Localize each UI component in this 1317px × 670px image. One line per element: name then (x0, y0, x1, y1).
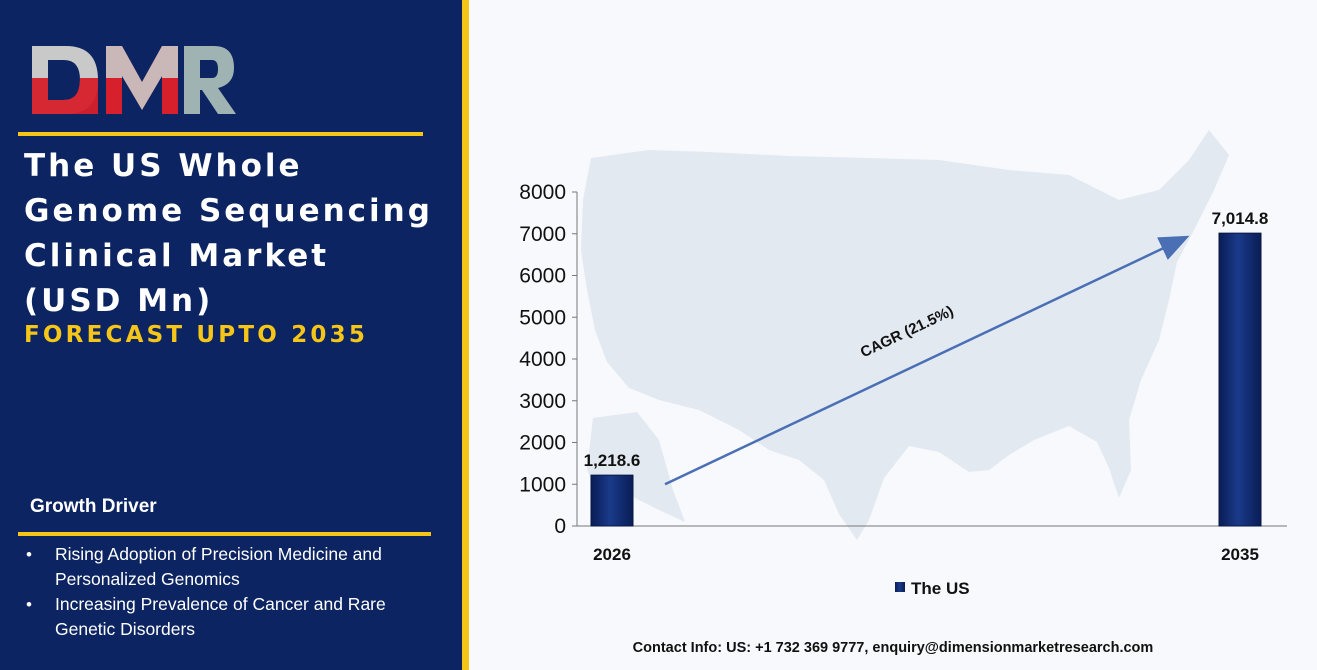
growth-driver-list: Rising Adoption of Precision Medicine an… (26, 542, 446, 642)
title-line-1: The US Whole (24, 148, 303, 184)
title-line-2: Genome Sequencing (24, 193, 433, 229)
title-line-4: (USD Mn) (24, 283, 214, 319)
y-tick-label: 1000 (519, 473, 566, 496)
y-tick-label: 0 (554, 515, 566, 538)
data-label: 7,014.8 (1212, 209, 1269, 228)
page-title: The US Whole Genome Sequencing Clinical … (24, 144, 444, 324)
cagr-arrow (664, 235, 1190, 486)
growth-driver-heading: Growth Driver (30, 496, 157, 517)
y-tick-label: 8000 (519, 181, 566, 204)
title-line-3: Clinical Market (24, 238, 330, 274)
y-tick-label: 5000 (519, 306, 566, 329)
growth-driver-rule (18, 532, 431, 536)
y-tick-label: 7000 (519, 223, 566, 246)
data-label: 1,218.6 (584, 451, 641, 470)
x-axis-labels: 2026 2035 (593, 545, 1259, 564)
y-tick-label: 4000 (519, 348, 566, 371)
bar (590, 474, 634, 527)
growth-driver-item: Increasing Prevalence of Cancer and Rare… (26, 592, 446, 642)
x-tick-label: 2035 (1221, 545, 1259, 564)
x-tick-label: 2026 (593, 545, 631, 564)
page-subtitle: FORECAST UPTO 2035 (24, 322, 369, 348)
y-axis-ticks: 0 1000 2000 3000 4000 5000 6000 7000 8000 (519, 181, 577, 538)
dmr-logo (32, 46, 236, 114)
y-tick-label: 6000 (519, 265, 566, 288)
bar (1218, 232, 1262, 527)
legend: The US (895, 579, 970, 598)
data-labels: 1,218.6 7,014.8 (584, 209, 1269, 470)
growth-driver-item: Rising Adoption of Precision Medicine an… (26, 542, 446, 592)
bars (590, 232, 1262, 527)
y-tick-label: 2000 (519, 432, 566, 455)
accent-stripe (462, 0, 469, 670)
title-rule (18, 132, 423, 136)
y-tick-label: 3000 (519, 390, 566, 413)
us-map-silhouette (581, 130, 1229, 540)
legend-swatch (895, 582, 905, 592)
logo-letters (32, 46, 236, 114)
contact-info: Contact Info: US: +1 732 369 9777, enqui… (632, 640, 1154, 656)
legend-label: The US (911, 579, 970, 598)
